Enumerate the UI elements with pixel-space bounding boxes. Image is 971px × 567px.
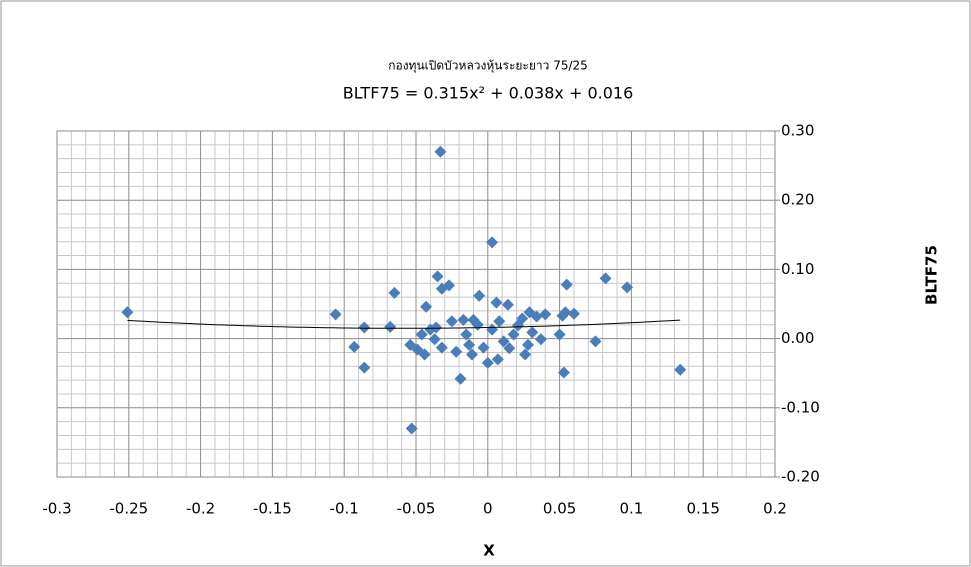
x-tick-label: -0.25 (109, 500, 148, 518)
data-point (450, 345, 463, 358)
x-tick-label: -0.1 (330, 500, 359, 518)
chart-subtitle: BLTF75 = 0.315x² + 0.038x + 0.016 (343, 84, 634, 103)
data-point (121, 306, 134, 319)
data-point (454, 372, 467, 385)
data-point (430, 321, 443, 334)
data-point (411, 343, 424, 356)
data-point (457, 313, 470, 326)
data-point (589, 335, 602, 348)
data-point (497, 335, 510, 348)
data-point (530, 310, 543, 323)
data-point (428, 333, 441, 346)
data-point (567, 307, 580, 320)
data-point (519, 348, 532, 361)
data-point (559, 306, 572, 319)
data-point (486, 236, 499, 249)
data-point (553, 328, 566, 341)
data-point (460, 328, 473, 341)
x-tick-label: -0.2 (186, 500, 215, 518)
data-point (491, 353, 504, 366)
data-point (674, 363, 687, 376)
data-point (473, 289, 486, 302)
data-point (493, 315, 506, 328)
data-point (415, 328, 428, 341)
data-point (405, 422, 418, 435)
data-point (534, 333, 547, 346)
data-point (466, 348, 479, 361)
trendline (127, 319, 681, 329)
x-tick-label: 0.05 (543, 500, 576, 518)
data-point (501, 298, 514, 311)
data-point (503, 342, 516, 355)
data-point (490, 296, 503, 309)
data-point (621, 281, 634, 294)
data-point (557, 366, 570, 379)
data-point (560, 278, 573, 291)
data-point (388, 286, 401, 299)
data-point (522, 338, 535, 351)
x-axis-title: X (483, 542, 495, 560)
data-point (599, 272, 612, 285)
x-tick-label: -0.05 (397, 500, 436, 518)
data-point (348, 340, 361, 353)
data-point (434, 145, 447, 158)
data-point (404, 338, 417, 351)
chart-title: กองทุนเปิดบัวหลวงหุ้นระยะยาว 75/25 (388, 59, 588, 74)
x-tick-label: -0.15 (253, 500, 292, 518)
x-tick-label: 0 (483, 500, 493, 518)
data-point (539, 308, 552, 321)
data-point (481, 356, 494, 369)
data-point (358, 361, 371, 374)
x-tick-label: 0.2 (763, 500, 787, 518)
data-point (418, 348, 431, 361)
data-point (463, 338, 476, 351)
data-point (420, 300, 433, 313)
y-tick-label: 0.10 (781, 260, 814, 278)
data-point (431, 270, 444, 283)
x-tick-label: 0.1 (619, 500, 643, 518)
data-point (445, 315, 458, 328)
y-tick-label: 0.30 (781, 122, 814, 140)
y-tick-label: -0.20 (781, 468, 820, 486)
data-point (486, 323, 499, 336)
y-tick-label: -0.10 (781, 398, 820, 416)
x-tick-label: 0.15 (686, 500, 719, 518)
data-point (477, 341, 490, 354)
data-point (443, 279, 456, 292)
y-axis-title: BLTF75 (923, 245, 941, 305)
y-tick-label: 0.20 (781, 191, 814, 209)
plot-border (56, 130, 776, 478)
data-point (358, 321, 371, 334)
x-tick-label: -0.3 (42, 500, 71, 518)
y-tick-label: 0.00 (781, 329, 814, 347)
data-point (526, 326, 539, 339)
data-point (516, 312, 529, 325)
data-point (507, 328, 520, 341)
data-point (329, 308, 342, 321)
data-point (384, 320, 397, 333)
data-point (435, 341, 448, 354)
